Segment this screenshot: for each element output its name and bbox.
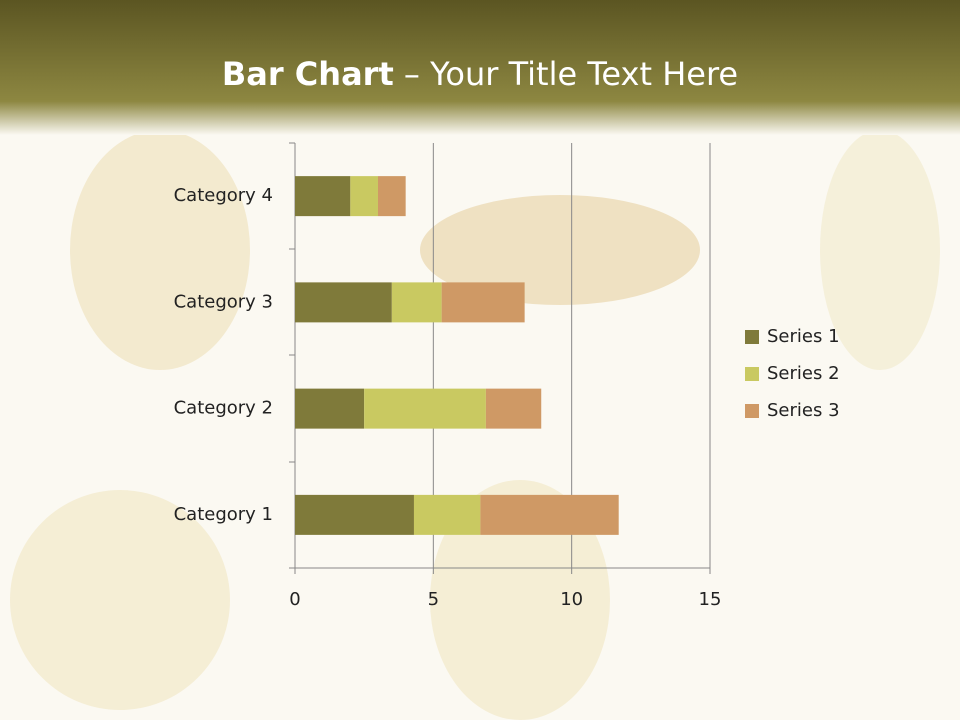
bar [485,388,542,429]
title-bold: Bar Chart [222,55,394,93]
slide-title: Bar Chart – Your Title Text Here [222,55,738,93]
y-tick-label: Category 2 [174,398,273,419]
category-ticks [289,142,295,569]
bar [295,176,351,217]
y-tick-label: Category 3 [174,291,273,312]
x-tick-label: 15 [699,589,722,610]
x-tick-label: 10 [560,589,583,610]
bar [378,176,406,217]
bar [350,176,378,217]
x-tick-label: 5 [428,589,439,610]
bar [391,282,442,323]
legend-swatch [745,404,759,418]
bar [295,282,392,323]
legend-label: Series 2 [767,363,840,384]
legend-swatch [745,367,759,381]
bar [413,494,481,535]
bar [480,494,619,535]
title-rest: – Your Title Text Here [404,55,738,93]
wheat-decoration [10,130,940,720]
bar [364,388,486,429]
y-tick-label: Category 1 [174,504,273,525]
legend-label: Series 1 [767,326,840,347]
bar [295,388,365,429]
x-tick-label: 0 [289,589,300,610]
y-tick-label: Category 4 [174,185,273,206]
bar [295,494,414,535]
header-band [0,0,960,135]
legend-swatch [745,330,759,344]
legend-label: Series 3 [767,400,840,421]
bar [441,282,525,323]
